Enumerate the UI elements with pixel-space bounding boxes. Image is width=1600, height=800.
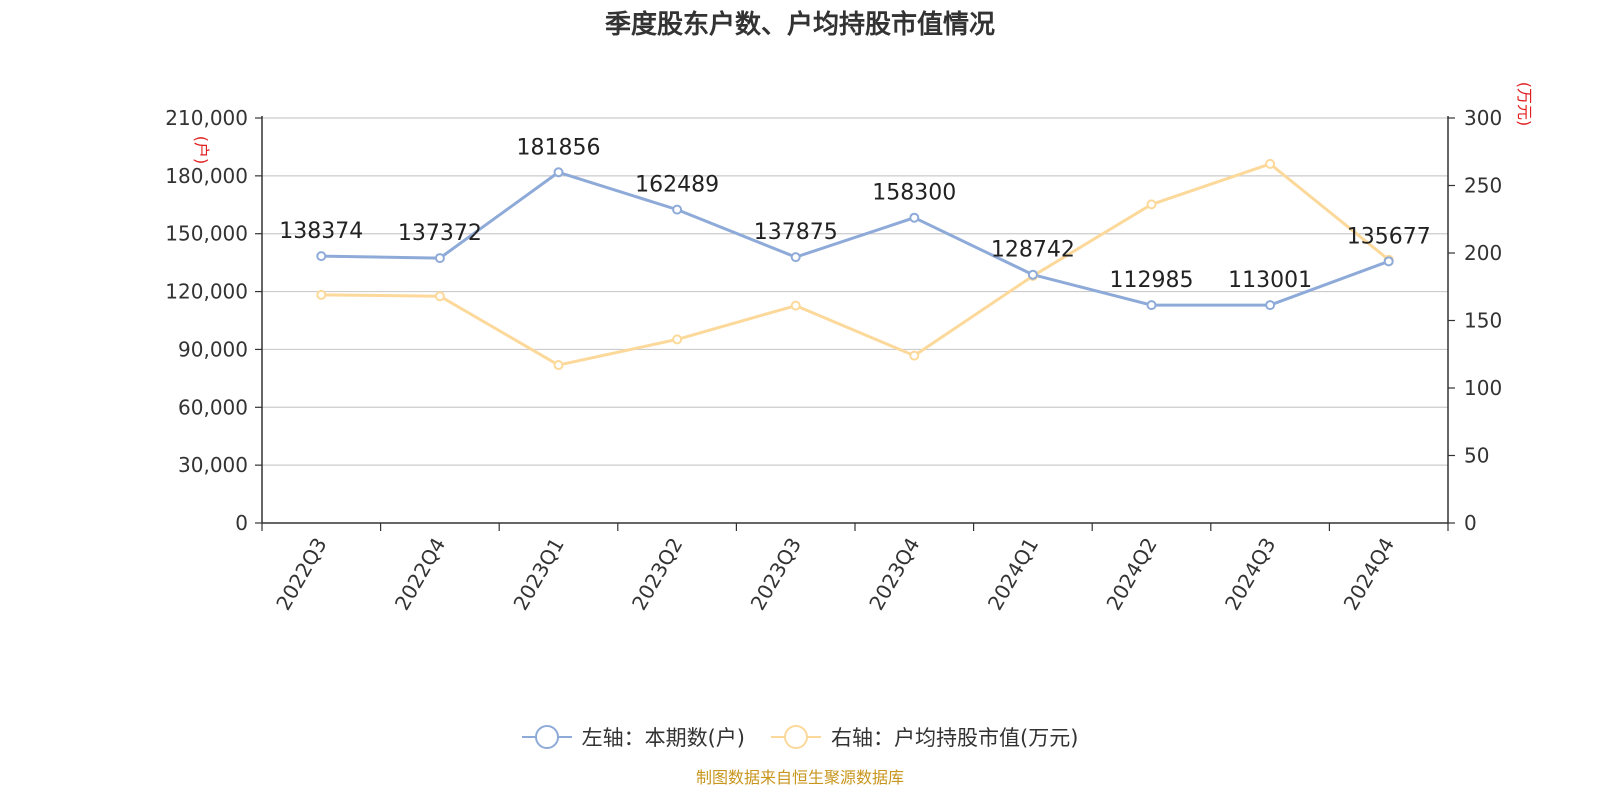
data-point-households [1265, 300, 1276, 311]
data-point-avg-holding-value [1265, 158, 1276, 169]
right-axis-tick-label: 300 [1464, 106, 1502, 130]
x-axis-category-label: 2024Q4 [1339, 534, 1399, 615]
data-point-households [1146, 300, 1157, 311]
series-line-households [321, 170, 1390, 307]
legend: 左轴：本期数(户) 右轴：户均持股市值(万元) [0, 722, 1600, 752]
legend-line-circle-icon [771, 725, 821, 749]
left-axis-tick-label: 120,000 [165, 280, 248, 304]
legend-label-avg-holding-value: 右轴：户均持股市值(万元) [831, 726, 1079, 750]
data-label: 181856 [517, 135, 601, 160]
x-axis-category-label: 2024Q2 [1101, 534, 1161, 615]
data-point-avg-holding-value [434, 291, 445, 302]
data-point-households [1383, 256, 1394, 267]
series-line-avg-holding-value [321, 162, 1390, 367]
right-axis-tick-label: 250 [1464, 174, 1502, 198]
data-label: 112985 [1110, 268, 1194, 293]
legend-label-households: 左轴：本期数(户) [581, 726, 745, 750]
right-axis-tick-label: 200 [1464, 241, 1502, 265]
data-point-households [1027, 269, 1038, 280]
data-label: 128742 [991, 238, 1075, 263]
data-point-households [672, 204, 683, 215]
x-axis-category-label: 2023Q2 [627, 534, 687, 615]
left-axis-tick-label: 90,000 [178, 337, 248, 361]
chart-title: 季度股东户数、户均持股市值情况 [604, 10, 995, 40]
data-point-avg-holding-value [672, 334, 683, 345]
data-point-households [909, 212, 920, 223]
left-axis-tick-label: 60,000 [178, 395, 248, 419]
data-point-households [790, 252, 801, 263]
data-point-households [553, 167, 564, 178]
data-label: 158300 [872, 181, 956, 206]
x-axis-category-label: 2022Q4 [390, 534, 450, 615]
data-label: 137875 [754, 220, 838, 245]
data-label: 138374 [279, 219, 363, 244]
right-axis-tick-label: 50 [1464, 444, 1489, 468]
left-axis-tick-label: 30,000 [178, 453, 248, 477]
x-axis-category-label: 2023Q4 [864, 534, 924, 615]
x-axis-category-label: 2022Q3 [271, 534, 331, 615]
legend-item-avg-holding-value[interactable]: 右轴：户均持股市值(万元) [771, 722, 1078, 752]
legend-item-households[interactable]: 左轴：本期数(户) [521, 722, 745, 752]
left-axis-tick-label: 0 [235, 511, 248, 535]
right-axis-tick-label: 0 [1464, 511, 1477, 535]
x-axis-category-label: 2023Q1 [508, 534, 568, 615]
data-point-avg-holding-value [790, 300, 801, 311]
data-label: 113001 [1228, 268, 1312, 293]
data-label: 162489 [635, 173, 719, 198]
legend-line-circle-icon [521, 725, 572, 749]
data-point-households [316, 251, 327, 262]
right-axis-unit: (万元) [1515, 82, 1534, 127]
right-axis-tick-label: 100 [1464, 376, 1502, 400]
data-point-avg-holding-value [316, 289, 327, 300]
x-axis-category-label: 2024Q1 [983, 534, 1043, 615]
left-axis-tick-label: 150,000 [165, 222, 248, 246]
x-axis-category-label: 2024Q3 [1220, 534, 1280, 615]
data-point-households [434, 253, 445, 264]
x-axis-category-label: 2023Q3 [746, 534, 806, 615]
left-axis-unit: (户) [192, 136, 211, 165]
data-label: 135677 [1347, 224, 1431, 249]
data-source-note: 制图数据来自恒生聚源数据库 [695, 768, 904, 787]
data-point-avg-holding-value [553, 360, 564, 371]
data-label: 137372 [398, 221, 482, 246]
data-point-avg-holding-value [909, 350, 920, 361]
left-axis-tick-label: 210,000 [165, 106, 248, 130]
data-point-avg-holding-value [1146, 199, 1157, 210]
left-axis-tick-label: 180,000 [165, 164, 248, 188]
right-axis-tick-label: 150 [1464, 309, 1502, 333]
